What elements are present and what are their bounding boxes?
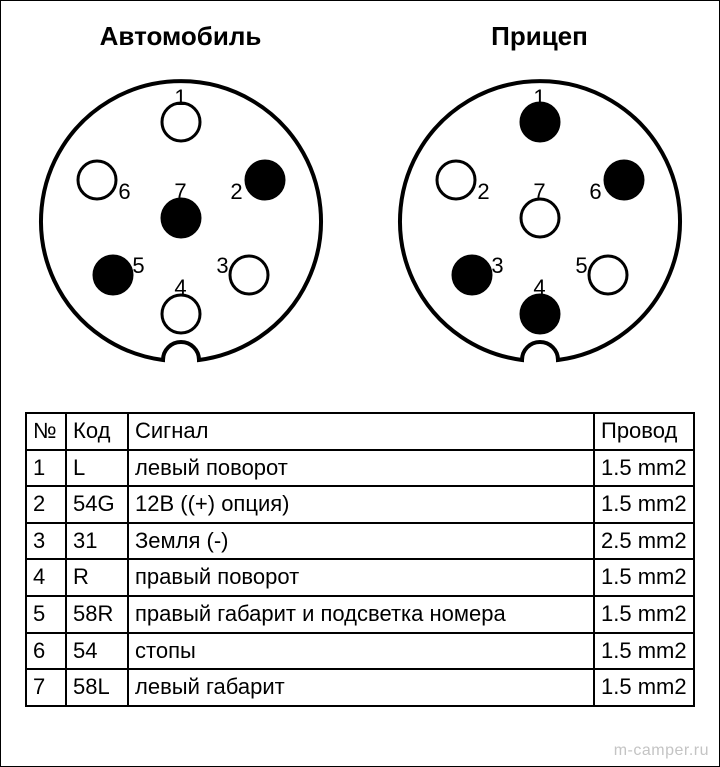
header-num: № [26, 413, 66, 450]
cell-wire: 1.5 mm2 [594, 486, 694, 523]
pin-label-1: 1 [174, 85, 186, 111]
table-row: 254G12В ((+) опция)1.5 mm2 [26, 486, 694, 523]
table-row: 654стопы1.5 mm2 [26, 633, 694, 670]
cell-signal: левый габарит [128, 669, 594, 706]
pinout-table: № Код Сигнал Провод 1Lлевый поворот1.5 m… [25, 412, 695, 707]
cell-signal: правый поворот [128, 559, 594, 596]
cell-num: 6 [26, 633, 66, 670]
pin-label-5: 5 [132, 253, 144, 279]
table-row: 331Земля (-)2.5 mm2 [26, 523, 694, 560]
connector-trailer: 1 6 5 4 3 2 7 [380, 70, 700, 390]
cell-num: 1 [26, 450, 66, 487]
pin-label-4: 4 [174, 275, 186, 301]
table-row: 4Rправый поворот1.5 mm2 [26, 559, 694, 596]
cell-num: 3 [26, 523, 66, 560]
pin-label-6: 6 [589, 179, 601, 205]
cell-signal: Земля (-) [128, 523, 594, 560]
cell-code: 31 [66, 523, 128, 560]
pin-6 [605, 161, 643, 199]
cell-signal: стопы [128, 633, 594, 670]
pin-label-5: 5 [575, 253, 587, 279]
header-signal: Сигнал [128, 413, 594, 450]
pin-label-1: 1 [533, 85, 545, 111]
pin-label-2: 2 [477, 179, 489, 205]
header-code: Код [66, 413, 128, 450]
page: Автомобиль Прицеп 1234567 1654327 № Код … [0, 0, 720, 767]
cell-wire: 1.5 mm2 [594, 669, 694, 706]
titles-row: Автомобиль Прицеп [1, 1, 719, 52]
pin-label-7: 7 [174, 179, 186, 205]
pin-label-6: 6 [118, 179, 130, 205]
pin-label-7: 7 [533, 179, 545, 205]
cell-signal: левый поворот [128, 450, 594, 487]
cell-signal: правый габарит и подсветка номера [128, 596, 594, 633]
pin-5 [94, 256, 132, 294]
pin-6 [78, 161, 116, 199]
table-row: 558Rправый габарит и подсветка номера1.5… [26, 596, 694, 633]
cell-code: 54G [66, 486, 128, 523]
watermark: m-camper.ru [614, 742, 709, 760]
title-vehicle: Автомобиль [1, 21, 360, 52]
connector-svg [380, 70, 700, 390]
table-row: 758Lлевый габарит1.5 mm2 [26, 669, 694, 706]
cell-code: R [66, 559, 128, 596]
cell-num: 4 [26, 559, 66, 596]
cell-signal: 12В ((+) опция) [128, 486, 594, 523]
cell-code: 58R [66, 596, 128, 633]
cell-num: 7 [26, 669, 66, 706]
cell-num: 5 [26, 596, 66, 633]
table-row: 1Lлевый поворот1.5 mm2 [26, 450, 694, 487]
cell-code: L [66, 450, 128, 487]
cell-wire: 1.5 mm2 [594, 450, 694, 487]
diagrams-row: 1 2 3 4 5 6 7 1 6 5 4 3 2 7 [1, 70, 719, 390]
pinout-table-wrap: № Код Сигнал Провод 1Lлевый поворот1.5 m… [25, 412, 695, 707]
table-header-row: № Код Сигнал Провод [26, 413, 694, 450]
cell-wire: 1.5 mm2 [594, 633, 694, 670]
pin-label-2: 2 [230, 179, 242, 205]
connector-vehicle: 1 2 3 4 5 6 7 [21, 70, 341, 390]
cell-wire: 1.5 mm2 [594, 596, 694, 633]
pin-3 [230, 256, 268, 294]
cell-wire: 1.5 mm2 [594, 559, 694, 596]
pin-label-3: 3 [491, 253, 503, 279]
cell-num: 2 [26, 486, 66, 523]
pin-2 [437, 161, 475, 199]
cell-code: 54 [66, 633, 128, 670]
cell-code: 58L [66, 669, 128, 706]
connector-svg [21, 70, 341, 390]
pin-5 [589, 256, 627, 294]
cell-wire: 2.5 mm2 [594, 523, 694, 560]
header-wire: Провод [594, 413, 694, 450]
pin-2 [246, 161, 284, 199]
pin-label-4: 4 [533, 275, 545, 301]
title-trailer: Прицеп [360, 21, 719, 52]
pin-label-3: 3 [216, 253, 228, 279]
pin-3 [453, 256, 491, 294]
